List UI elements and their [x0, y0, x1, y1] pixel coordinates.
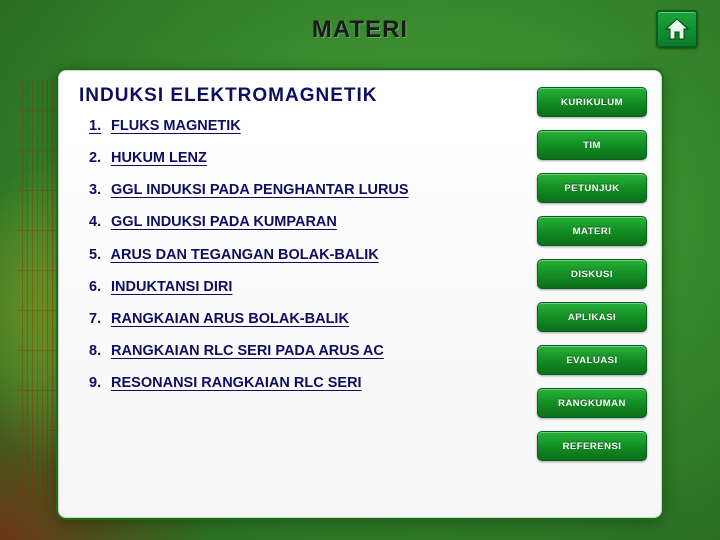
home-button[interactable] — [656, 10, 698, 48]
nav-evaluasi[interactable]: EVALUASI — [537, 345, 647, 375]
topic-item[interactable]: 2. HUKUM LENZ — [89, 149, 527, 167]
header: MATERI — [0, 0, 720, 60]
topic-label: GGL INDUKSI PADA PENGHANTAR LURUS — [111, 182, 409, 198]
topic-number: 5. — [89, 246, 107, 264]
topic-label: FLUKS MAGNETIK — [111, 118, 241, 134]
topic-number: 1. — [89, 117, 107, 135]
topic-item[interactable]: 4. GGL INDUKSI PADA KUMPARAN — [89, 213, 527, 231]
topic-label: GGL INDUKSI PADA KUMPARAN — [111, 214, 337, 230]
topic-number: 7. — [89, 310, 107, 328]
topic-item[interactable]: 5. ARUS DAN TEGANGAN BOLAK-BALIK — [89, 246, 527, 264]
topic-item[interactable]: 3. GGL INDUKSI PADA PENGHANTAR LURUS — [89, 181, 527, 199]
side-nav: KURIKULUM TIM PETUNJUK MATERI DISKUSI AP… — [537, 85, 647, 507]
topic-item[interactable]: 6. INDUKTANSI DIRI — [89, 278, 527, 296]
topic-label: RANGKAIAN ARUS BOLAK-BALIK — [111, 311, 349, 327]
slide-stage: MATERI INDUKSI ELEKTROMAGNETIK 1. FLUKS … — [0, 0, 720, 540]
topic-number: 4. — [89, 213, 107, 231]
content-panel: INDUKSI ELEKTROMAGNETIK 1. FLUKS MAGNETI… — [58, 70, 662, 518]
content-area: INDUKSI ELEKTROMAGNETIK 1. FLUKS MAGNETI… — [79, 85, 527, 507]
topic-label: ARUS DAN TEGANGAN BOLAK-BALIK — [111, 247, 379, 263]
nav-tim[interactable]: TIM — [537, 130, 647, 160]
nav-petunjuk[interactable]: PETUNJUK — [537, 173, 647, 203]
nav-kurikulum[interactable]: KURIKULUM — [537, 87, 647, 117]
topic-number: 6. — [89, 278, 107, 296]
topic-list: 1. FLUKS MAGNETIK 2. HUKUM LENZ 3. GGL I… — [79, 117, 527, 392]
topic-label: RANGKAIAN RLC SERI PADA ARUS AC — [111, 343, 384, 359]
topic-number: 3. — [89, 181, 107, 199]
topic-item[interactable]: 8. RANGKAIAN RLC SERI PADA ARUS AC — [89, 342, 527, 360]
page-title: MATERI — [312, 16, 408, 44]
topic-label: HUKUM LENZ — [111, 150, 207, 166]
topic-item[interactable]: 9. RESONANSI RANGKAIAN RLC SERI — [89, 374, 527, 392]
nav-rangkuman[interactable]: RANGKUMAN — [537, 388, 647, 418]
nav-diskusi[interactable]: DISKUSI — [537, 259, 647, 289]
topic-number: 8. — [89, 342, 107, 360]
topic-number: 2. — [89, 149, 107, 167]
topic-label: RESONANSI RANGKAIAN RLC SERI — [111, 375, 362, 391]
home-icon — [664, 17, 690, 41]
topic-number: 9. — [89, 374, 107, 392]
topic-item[interactable]: 7. RANGKAIAN ARUS BOLAK-BALIK — [89, 310, 527, 328]
nav-materi[interactable]: MATERI — [537, 216, 647, 246]
topic-label: INDUKTANSI DIRI — [111, 279, 232, 295]
topic-item[interactable]: 1. FLUKS MAGNETIK — [89, 117, 527, 135]
nav-aplikasi[interactable]: APLIKASI — [537, 302, 647, 332]
nav-referensi[interactable]: REFERENSI — [537, 431, 647, 461]
section-heading: INDUKSI ELEKTROMAGNETIK — [79, 85, 527, 107]
